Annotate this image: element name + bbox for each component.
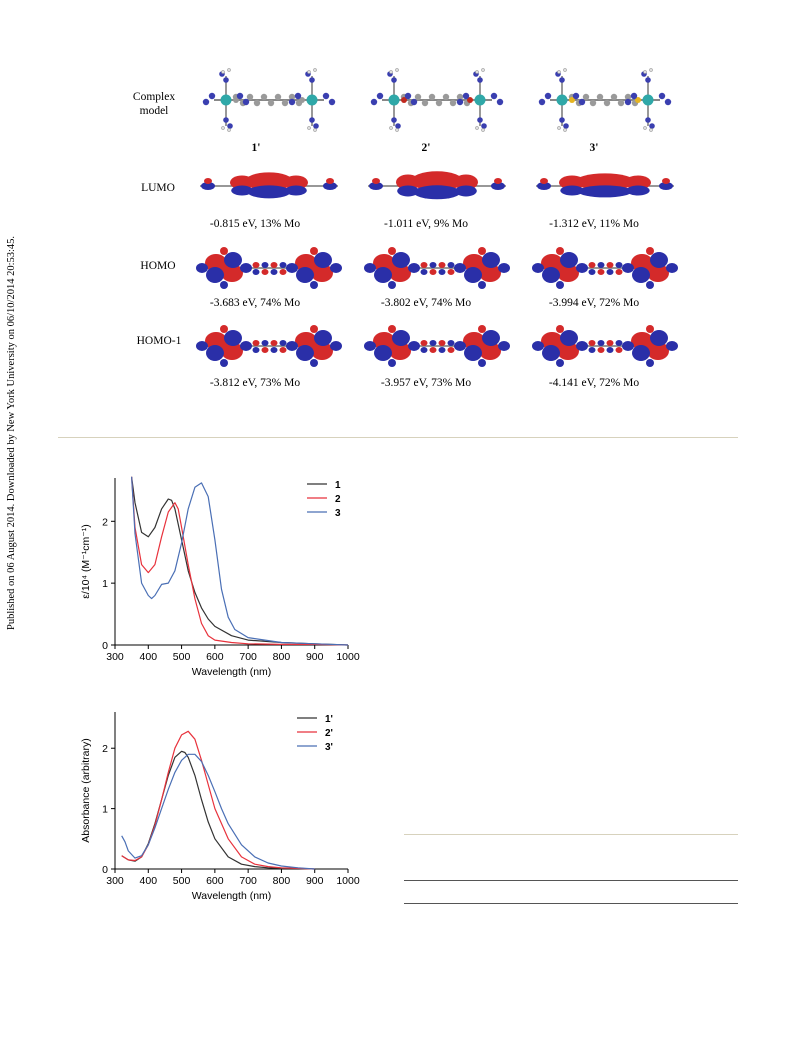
legend-label-3: 3 [335,508,341,519]
homo-1-orb-orbital-1 [196,325,342,367]
lumo-orbital-1 [200,172,338,199]
legend-label-2: 2 [335,494,341,505]
x-tick-label: 500 [173,875,191,887]
energy-lumo-3: -1.312 eV, 11% Mo [549,218,639,230]
extinction-chart: 300 400 500 600 700 800 900 1000 0 1 2 Wavelength (… [80,476,360,678]
absorbance-chart: 300 400 500 600 700 800 900 1000 0 1 2 Wavelength (… [80,712,360,902]
column-label-1: 1' [251,142,261,154]
lumo-orbital-2 [368,171,506,200]
energy-homo-1: -3.683 eV, 74% Mo [209,297,301,309]
x-tick-label: 1000 [336,651,360,663]
homo-orbital-3 [532,247,678,289]
x-tick-label: 700 [239,875,257,887]
energy-homo-3: -3.994 eV, 72% Mo [548,297,640,309]
x-tick-label: 600 [206,875,224,887]
homo-1-orb-orbital-3 [532,325,678,367]
y-axis-label: ε/10⁴ (M⁻¹cm⁻¹) [80,524,92,599]
x-tick-label: 300 [106,651,124,663]
x-tick-label: 900 [306,875,324,887]
energy-homo-2: -3.802 eV, 74% Mo [380,297,472,309]
homo-orbital-1 [196,247,342,289]
column-label-2: 2' [421,142,431,154]
header-label: Complex model [132,91,176,117]
homo-1-orb-orbital-2 [364,325,510,367]
publication-note: Published on 06 August 2014. Downloaded … [6,235,17,630]
homo-orbital-2 [364,247,510,289]
y-tick-label: 2 [102,516,108,528]
row-label-lumo: LUMO [141,182,175,194]
complex-model-3 [538,68,672,132]
x-tick-label: 500 [173,651,191,663]
legend-label-3: 3' [325,742,333,753]
series-line-1 [121,750,315,870]
y-tick-label: 2 [102,743,108,755]
legend-label-2: 2' [325,728,333,739]
x-tick-label: 400 [140,875,158,887]
column-label-3: 3' [589,142,599,154]
x-tick-label: 900 [306,651,324,663]
separator-line [58,437,738,438]
energy-homo-1-1: -3.812 eV, 73% Mo [209,377,301,389]
x-tick-label: 800 [273,875,291,887]
y-tick-label: 0 [102,864,108,876]
energy-homo-1-2: -3.957 eV, 73% Mo [380,377,472,389]
complex-model-1 [202,68,336,132]
legend-label-1: 1 [335,480,341,491]
x-tick-label: 400 [140,651,158,663]
x-axis-label: Wavelength (nm) [192,666,272,678]
series-line-3 [121,753,315,870]
series-line-2 [131,476,349,646]
separator-line [404,903,738,904]
y-tick-label: 1 [102,578,108,590]
lumo-orbital-3 [536,173,674,198]
x-tick-label: 1000 [336,875,360,887]
x-tick-label: 300 [106,875,124,887]
y-tick-label: 0 [102,640,108,652]
y-tick-label: 1 [102,804,108,816]
row-label-homo-1: HOMO-1 [136,335,182,347]
y-axis-label: Absorbance (arbitrary) [80,738,92,842]
x-tick-label: 600 [206,651,224,663]
complex-model-2 [370,68,504,132]
energy-lumo-2: -1.011 eV, 9% Mo [383,218,468,230]
energy-homo-1-3: -4.141 eV, 72% Mo [548,377,640,389]
separator-line [404,880,738,881]
row-label-homo: HOMO [140,260,176,272]
series-line-1 [131,476,349,646]
x-tick-label: 700 [239,651,257,663]
x-axis-label: Wavelength (nm) [192,890,272,902]
separator-line [404,834,738,835]
legend-label-1: 1' [325,714,333,725]
series-line-3 [131,476,349,646]
energy-lumo-1: -0.815 eV, 13% Mo [209,218,301,230]
x-tick-label: 800 [273,651,291,663]
